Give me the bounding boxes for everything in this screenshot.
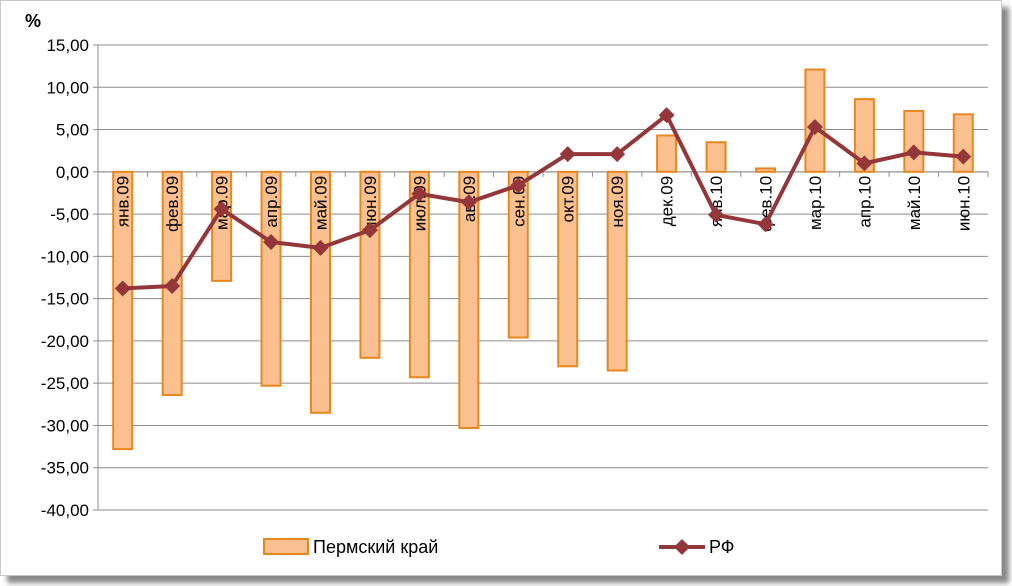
y-tick-label: -30,00 <box>41 416 89 435</box>
bar <box>359 170 381 359</box>
y-tick-label: -15,00 <box>41 290 89 309</box>
line-marker <box>164 277 181 294</box>
line-marker <box>460 194 477 211</box>
y-unit-label: % <box>25 11 41 31</box>
x-category-label: май.09 <box>312 176 331 230</box>
bar <box>310 170 331 414</box>
x-category-label: фев.09 <box>163 176 182 232</box>
line-marker <box>708 206 725 223</box>
bar <box>656 134 678 173</box>
line-marker <box>263 233 280 250</box>
x-category-label: июл.09 <box>410 176 429 231</box>
legend: Пермский край РФ <box>263 537 735 557</box>
x-category-labels: янв.09фев.09мар.09апр.09май.09июн.09июл.… <box>114 176 974 232</box>
bar <box>112 170 134 451</box>
y-tick-label: -40,00 <box>41 501 89 520</box>
x-category-label: апр.10 <box>855 176 874 228</box>
bar <box>507 170 529 339</box>
line-marker <box>955 148 972 165</box>
chart-svg: % 15,00 10,00 5,00 0,00 -5,00 -10,00 -15,00 -20… <box>25 11 989 557</box>
bar <box>557 170 579 368</box>
line-marker <box>114 280 131 297</box>
bar <box>458 170 480 429</box>
line-marker <box>559 146 576 163</box>
x-category-label: июн.10 <box>954 176 973 231</box>
line-path <box>122 113 964 291</box>
y-tick-label: 15,00 <box>46 36 89 55</box>
bar <box>260 170 282 387</box>
x-category-label: апр.09 <box>262 176 281 228</box>
y-tick-label: 0,00 <box>56 163 89 182</box>
x-category-label: мар.10 <box>806 176 825 230</box>
line-series <box>114 107 972 297</box>
y-tick-label: -35,00 <box>41 459 89 478</box>
x-category-label: июн.09 <box>361 176 380 231</box>
y-tick-label: -20,00 <box>41 332 89 351</box>
bar <box>606 170 628 372</box>
line-marker <box>510 177 527 194</box>
y-tick-label: -25,00 <box>41 374 89 393</box>
line-marker <box>806 119 823 136</box>
line-marker <box>905 144 922 161</box>
legend-label-line: РФ <box>709 537 735 557</box>
x-category-label: ноя.09 <box>608 176 627 228</box>
y-tick-labels: 15,00 10,00 5,00 0,00 -5,00 -10,00 -15,00 -20,0… <box>41 36 89 520</box>
bar <box>705 141 727 173</box>
bar <box>903 109 925 173</box>
x-category-label: окт.09 <box>559 176 578 223</box>
line-marker <box>213 201 230 218</box>
line-marker <box>411 185 428 202</box>
legend-label-bar: Пермский край <box>313 537 438 557</box>
y-tick-label: 10,00 <box>46 78 89 97</box>
y-tick-label: -5,00 <box>50 205 89 224</box>
line-marker <box>658 107 675 124</box>
line-marker <box>856 155 873 172</box>
line-marker <box>361 222 378 239</box>
line-marker <box>609 146 626 163</box>
chart-frame: % 15,00 10,00 5,00 0,00 -5,00 -10,00 -15,00 -20… <box>0 0 1002 576</box>
legend-marker-line <box>674 539 690 555</box>
x-category-label: май.10 <box>905 176 924 230</box>
x-category-label: дек.09 <box>658 176 677 226</box>
bar-series <box>112 68 974 451</box>
legend-swatch-bar <box>263 538 309 555</box>
x-category-label: янв.09 <box>114 176 133 227</box>
line-marker <box>312 239 329 256</box>
y-tick-label: -10,00 <box>41 247 89 266</box>
gridlines <box>93 44 988 511</box>
bar <box>755 167 776 173</box>
y-tick-label: 5,00 <box>56 121 89 140</box>
bar <box>853 98 875 173</box>
line-marker <box>757 216 774 233</box>
bar <box>408 170 430 379</box>
